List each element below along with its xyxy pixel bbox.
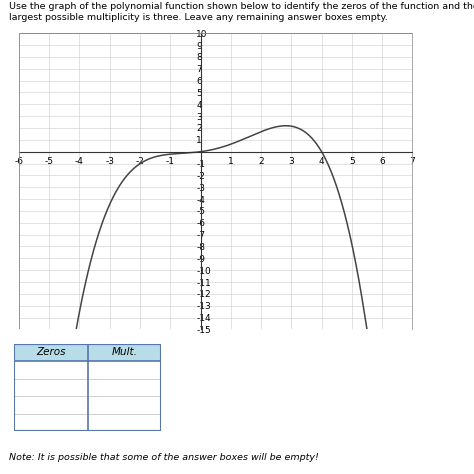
Text: Mult.: Mult.	[111, 347, 137, 357]
Text: Use the graph of the polynomial function shown below to identify the zeros of th: Use the graph of the polynomial function…	[9, 2, 474, 11]
Text: Note: It is possible that some of the answer boxes will be empty!: Note: It is possible that some of the an…	[9, 453, 319, 462]
Text: Zeros: Zeros	[36, 347, 66, 357]
Bar	[14, 344, 161, 361]
Text: largest possible multiplicity is three. Leave any remaining answer boxes empty.: largest possible multiplicity is three. …	[9, 13, 388, 22]
Bar	[19, 33, 412, 329]
